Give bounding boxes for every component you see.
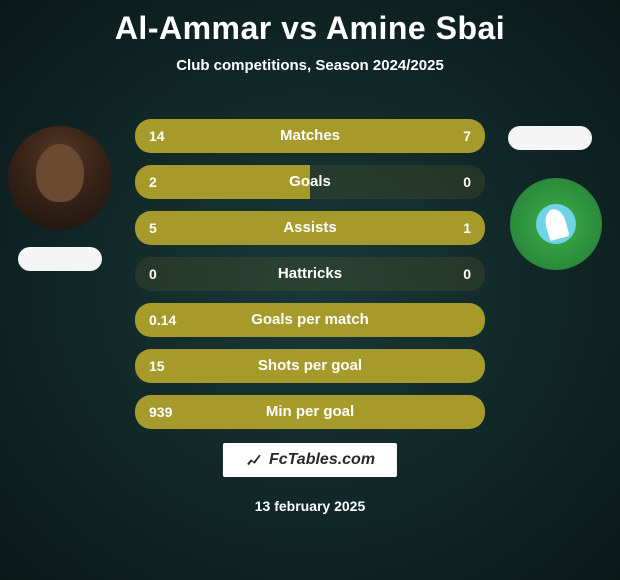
player-right-club-badge	[510, 178, 602, 270]
stat-row: 939Min per goal	[135, 395, 485, 429]
stat-label: Matches	[135, 119, 485, 153]
stat-label: Goals	[135, 165, 485, 199]
stat-label: Min per goal	[135, 395, 485, 429]
stat-label: Hattricks	[135, 257, 485, 291]
player-left-avatar	[8, 126, 112, 230]
page-title: Al-Ammar vs Amine Sbai	[0, 0, 620, 47]
brand-text: FcTables.com	[269, 451, 375, 469]
stat-label: Assists	[135, 211, 485, 245]
stat-label: Goals per match	[135, 303, 485, 337]
stat-label: Shots per goal	[135, 349, 485, 383]
stat-value-right: 0	[463, 257, 471, 291]
stat-value-right: 0	[463, 165, 471, 199]
stat-value-right: 1	[463, 211, 471, 245]
stat-value-right: 7	[463, 119, 471, 153]
stat-row: 0Hattricks0	[135, 257, 485, 291]
page-subtitle: Club competitions, Season 2024/2025	[0, 57, 620, 74]
footer-date: 13 february 2025	[0, 498, 620, 514]
chart-icon	[245, 451, 263, 469]
comparison-bars: 14Matches72Goals05Assists10Hattricks00.1…	[135, 119, 485, 441]
brand-badge: FcTables.com	[223, 443, 397, 477]
player-left-flag	[18, 247, 102, 271]
stat-row: 15Shots per goal	[135, 349, 485, 383]
stat-row: 2Goals0	[135, 165, 485, 199]
stat-row: 14Matches7	[135, 119, 485, 153]
stat-row: 0.14Goals per match	[135, 303, 485, 337]
stat-row: 5Assists1	[135, 211, 485, 245]
player-right-flag	[508, 126, 592, 150]
